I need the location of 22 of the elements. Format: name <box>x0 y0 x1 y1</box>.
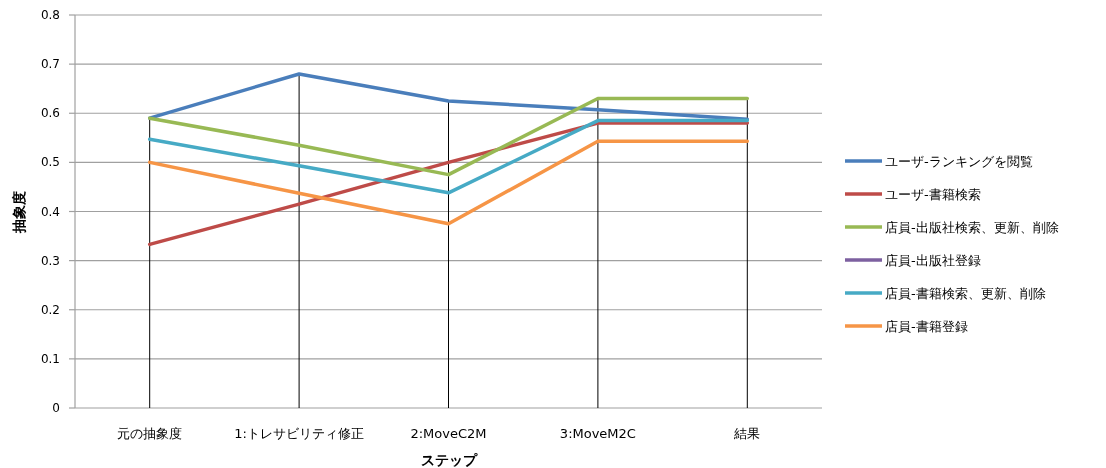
legend-label: 店員-書籍登録 <box>885 319 968 334</box>
legend-label: ユーザ-書籍検索 <box>885 187 981 202</box>
y-tick-label: 0.7 <box>40 57 60 72</box>
legend-label: ユーザ-ランキングを閲覧 <box>885 154 1033 169</box>
legend-label: 店員-出版社検索、更新、削除 <box>885 220 1059 235</box>
x-tick-label: 3:MoveM2C <box>559 426 636 441</box>
y-tick-label: 0.6 <box>40 106 60 121</box>
legend-label: 店員-書籍検索、更新、削除 <box>885 286 1046 301</box>
y-tick-label: 0.3 <box>40 253 60 268</box>
x-tick-label: 元の抽象度 <box>117 426 183 441</box>
x-axis-title: ステップ <box>420 452 478 468</box>
y-tick-label: 0.2 <box>40 302 60 317</box>
y-tick-label: 0.4 <box>40 204 60 219</box>
y-tick-label: 0 <box>52 401 60 415</box>
legend-label: 店員-出版社登録 <box>885 253 981 268</box>
y-tick-label: 0.1 <box>40 351 60 366</box>
x-tick-label: 1:トレサビリティ修正 <box>234 426 364 441</box>
x-tick-label: 結果 <box>733 426 761 441</box>
y-tick-label: 0.8 <box>40 8 60 22</box>
y-tick-label: 0.5 <box>40 155 60 170</box>
x-tick-label: 2:MoveC2M <box>410 426 487 441</box>
y-axis-title: 抽象度 <box>11 190 27 234</box>
